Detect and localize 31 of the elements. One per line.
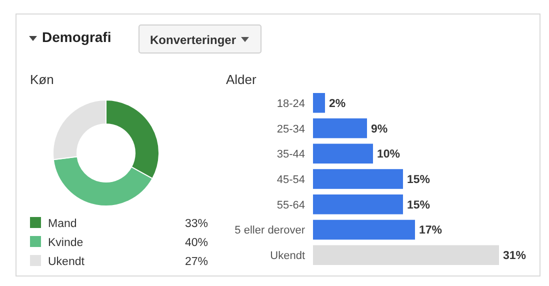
data-label: 10%: [377, 148, 400, 161]
data-label: 33%: [184, 218, 208, 230]
data-label: 17%: [419, 224, 442, 237]
data-label: 15%: [407, 199, 430, 212]
data-label: 27%: [184, 256, 208, 268]
bar: [313, 245, 499, 265]
text: Konverteringer: [150, 33, 236, 47]
y-tick-label: 25-34: [276, 123, 305, 136]
y-tick-label: 5 eller derover: [234, 224, 306, 237]
bar: [313, 118, 367, 138]
legend-label: Kvinde: [48, 237, 84, 249]
bar: [313, 169, 403, 189]
bar: [313, 144, 373, 164]
data-label: 9%: [371, 123, 388, 136]
y-tick-label: 55-64: [276, 199, 305, 212]
data-label: 40%: [184, 237, 208, 249]
legend-label: Ukendt: [48, 256, 86, 268]
y-tick-label: 45-54: [276, 174, 305, 186]
y-tick-label: 35-44: [276, 148, 305, 161]
y-tick-label: Ukendt: [270, 250, 305, 262]
bar: [313, 93, 325, 113]
legend-label: Mand: [48, 218, 77, 230]
y-tick-label: 18-24: [276, 98, 305, 110]
text: Demografi: [42, 29, 112, 45]
data-label: 15%: [407, 174, 430, 186]
chart-title: Alder: [226, 72, 258, 87]
bar: [313, 220, 415, 240]
data-label: 31%: [503, 250, 526, 262]
data-label: 2%: [329, 98, 346, 110]
bar: [313, 194, 403, 214]
chart-title: Køn: [30, 72, 54, 87]
